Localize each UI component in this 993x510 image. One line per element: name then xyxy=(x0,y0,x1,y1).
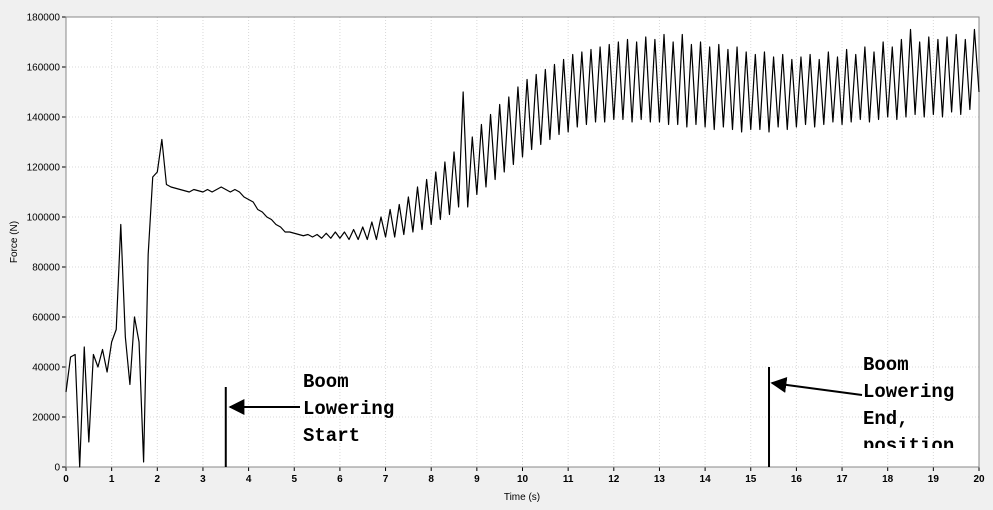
x-tick-label: 4 xyxy=(246,474,252,485)
annotation-text: Lowering xyxy=(303,398,394,420)
annotation-text: Boom xyxy=(863,354,909,376)
annotation-text: Boom xyxy=(303,371,349,393)
y-tick-label: 120000 xyxy=(27,163,61,174)
y-tick-label: 60000 xyxy=(32,313,60,324)
y-tick-label: 160000 xyxy=(27,63,61,74)
x-tick-label: 11 xyxy=(563,474,574,485)
x-tick-label: 14 xyxy=(700,474,712,485)
x-tick-label: 17 xyxy=(836,474,848,485)
y-tick-label: 180000 xyxy=(27,13,61,24)
x-axis-label: Time (s) xyxy=(504,492,540,503)
x-tick-label: 18 xyxy=(882,474,894,485)
y-tick-label: 40000 xyxy=(32,363,60,374)
x-tick-label: 2 xyxy=(155,474,161,485)
y-tick-label: 80000 xyxy=(32,263,60,274)
x-tick-label: 5 xyxy=(291,474,297,485)
y-tick-label: 20000 xyxy=(32,413,60,424)
y-tick-label: 0 xyxy=(54,463,60,474)
x-tick-label: 10 xyxy=(517,474,529,485)
y-tick-label: 140000 xyxy=(27,113,61,124)
x-tick-label: 0 xyxy=(63,474,69,485)
x-tick-label: 6 xyxy=(337,474,343,485)
x-tick-label: 13 xyxy=(654,474,666,485)
x-tick-label: 3 xyxy=(200,474,206,485)
plot-frame xyxy=(65,16,980,468)
data-line xyxy=(65,28,980,468)
x-tick-label: 8 xyxy=(428,474,434,485)
y-tick-label: 100000 xyxy=(27,213,61,224)
x-tick-label: 12 xyxy=(608,474,620,485)
annotation-text: position xyxy=(863,435,954,457)
x-tick-label: 7 xyxy=(383,474,389,485)
x-tick-label: 9 xyxy=(474,474,480,485)
annotation-text: End, xyxy=(863,408,909,430)
annotation-arrow xyxy=(770,376,863,396)
y-axis-label: Force (N) xyxy=(9,221,20,263)
annotation-text: Lowering xyxy=(863,381,954,403)
x-tick-label: 15 xyxy=(745,474,757,485)
x-tick-label: 20 xyxy=(973,474,985,485)
x-tick-label: 16 xyxy=(791,474,803,485)
annotation-text: Start xyxy=(303,425,360,447)
x-tick-label: 1 xyxy=(109,474,115,485)
annotations: Boom Lowering Start Boom Lowering End, positio… xyxy=(303,354,954,457)
x-tick-label: 19 xyxy=(928,474,940,485)
